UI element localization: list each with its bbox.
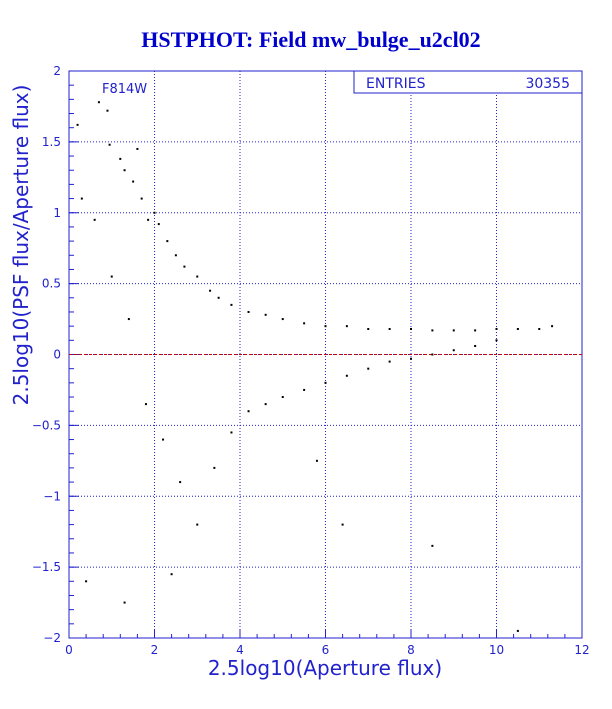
data-point (230, 431, 233, 434)
data-point (119, 157, 122, 160)
data-point (136, 147, 139, 150)
data-point (452, 329, 455, 332)
data-point (303, 322, 306, 325)
x-tick-label: 4 (236, 643, 244, 657)
data-point (341, 523, 344, 526)
data-point (247, 410, 250, 413)
data-point (179, 481, 182, 484)
data-point (516, 327, 519, 330)
data-point (474, 329, 477, 332)
data-point (170, 573, 173, 576)
data-point (247, 310, 250, 313)
data-point (147, 218, 150, 221)
data-point (127, 318, 130, 321)
stats-box-frame (353, 70, 583, 94)
y-tick-label: −0.5 (32, 418, 61, 432)
x-tick-label: 6 (322, 643, 330, 657)
data-point (196, 275, 199, 278)
data-points (76, 101, 554, 632)
data-point (106, 109, 109, 112)
data-point (123, 601, 126, 604)
data-point (110, 275, 113, 278)
x-tick-label: 8 (407, 643, 415, 657)
data-point (388, 360, 391, 363)
data-point (516, 629, 519, 632)
data-point (213, 466, 216, 469)
data-point (281, 396, 284, 399)
x-axis-label: 2.5log10(Aperture flux) (208, 656, 442, 680)
data-point (410, 327, 412, 330)
data-point (162, 438, 165, 441)
data-point (474, 344, 477, 347)
data-point (209, 289, 212, 292)
data-point (431, 353, 434, 356)
stats-entries-label: ENTRIES (366, 76, 426, 92)
data-point (85, 580, 88, 583)
y-tick-label: −2 (43, 631, 61, 645)
data-point (132, 180, 135, 183)
data-point (315, 459, 318, 462)
data-point (157, 223, 160, 226)
data-point (166, 240, 169, 243)
data-point (217, 296, 220, 299)
data-point (345, 325, 348, 328)
data-point (431, 544, 434, 547)
y-tick-label: 1.5 (42, 135, 61, 149)
data-point (281, 318, 284, 321)
data-point (80, 197, 83, 200)
data-point (551, 325, 554, 328)
data-point (367, 327, 370, 330)
data-point (174, 254, 177, 257)
data-point (144, 403, 147, 406)
data-point (410, 357, 412, 360)
data-point (538, 327, 541, 330)
x-tick-label: 0 (65, 643, 73, 657)
data-point (153, 211, 156, 214)
data-point (324, 381, 327, 384)
x-tick-label: 12 (574, 643, 589, 657)
y-tick-label: 1 (53, 206, 61, 220)
stats-entries-value: 30355 (525, 76, 570, 92)
axis-ticks: 0 2 4 6 8 10 12 −2 −1.5 −1 −0.5 0 0.5 1 1.5 2 (32, 64, 590, 657)
data-point (230, 303, 233, 306)
data-point (97, 101, 100, 104)
y-tick-label: 0.5 (42, 277, 61, 291)
chart-title: HSTPHOT: Field mw_bulge_u2cl02 (141, 27, 480, 52)
y-tick-label: −1.5 (32, 560, 61, 574)
x-tick-label: 10 (489, 643, 504, 657)
y-tick-label: −1 (43, 489, 61, 503)
filter-label: F814W (102, 82, 147, 97)
data-point (183, 265, 186, 268)
data-point (264, 313, 267, 316)
data-point (495, 327, 498, 330)
y-axis-label: 2.5log10(PSF flux/Aperture flux) (9, 85, 33, 406)
data-point (452, 349, 455, 352)
data-point (108, 143, 111, 146)
data-point (264, 403, 267, 406)
data-point (93, 218, 96, 221)
data-point (431, 329, 434, 332)
data-point (123, 169, 126, 172)
x-tick-label: 2 (151, 643, 159, 657)
data-point (495, 339, 498, 342)
data-point (196, 523, 199, 526)
y-tick-label: 0 (53, 348, 61, 362)
data-point (76, 123, 79, 126)
data-point (140, 197, 143, 200)
y-tick-label: 2 (53, 64, 61, 78)
data-point (324, 325, 327, 328)
data-point (345, 374, 348, 377)
stats-box: ENTRIES 30355 (353, 70, 583, 94)
data-point (367, 367, 370, 370)
data-point (303, 388, 306, 391)
data-point (388, 327, 391, 330)
